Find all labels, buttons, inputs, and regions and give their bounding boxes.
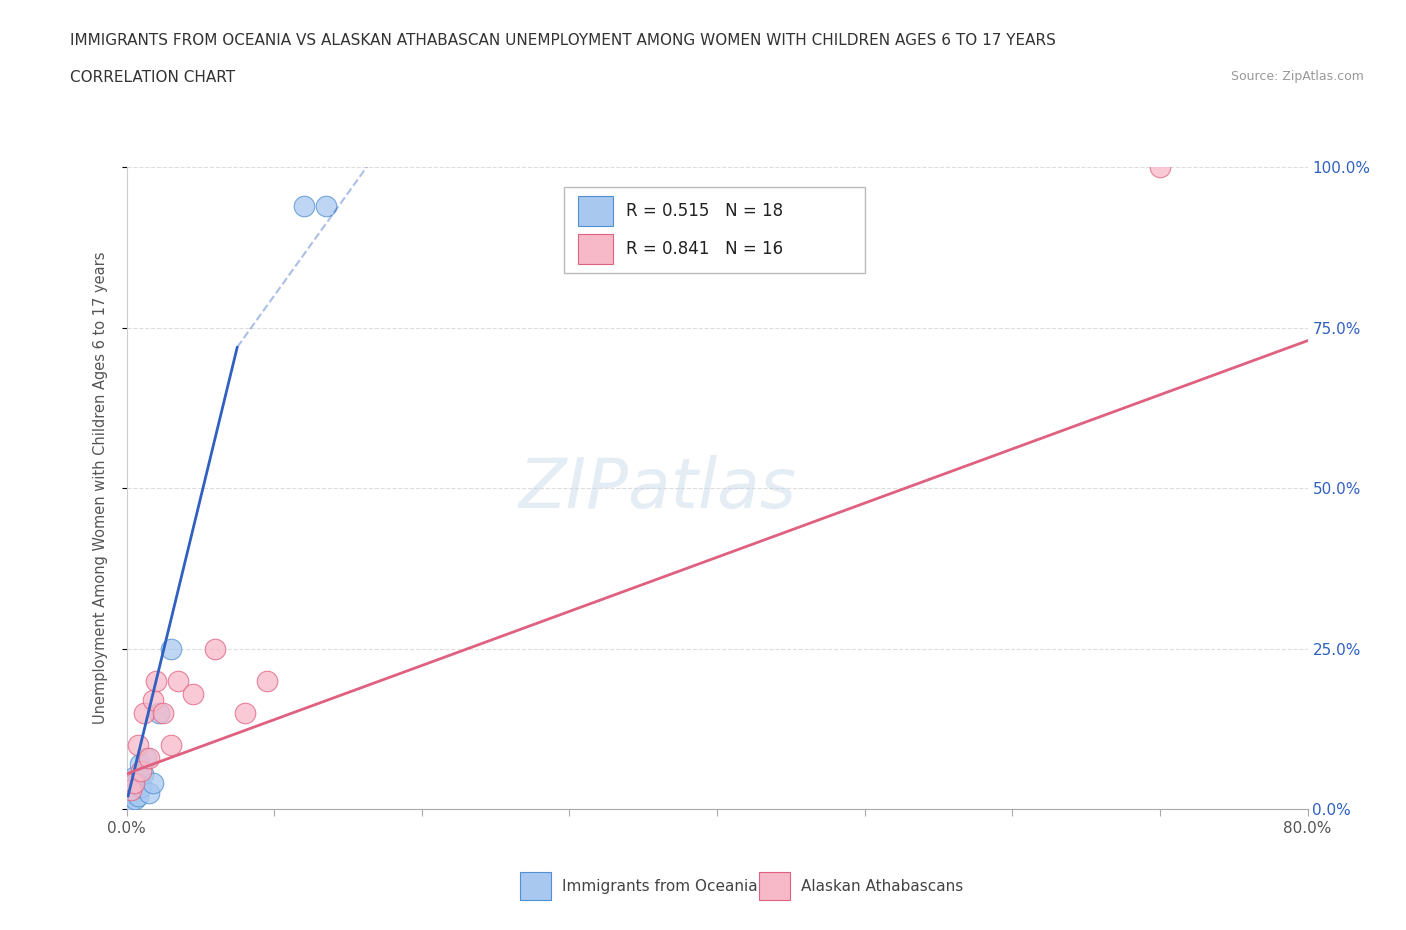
Point: [132, 766, 155, 781]
Point: [135, 751, 157, 765]
Y-axis label: Unemployment Among Women with Children Ages 6 to 17 years: Unemployment Among Women with Children A…: [93, 252, 108, 724]
Point: [138, 786, 160, 801]
Text: ZIPatlas: ZIPatlas: [519, 455, 797, 522]
Bar: [578, 195, 613, 226]
Text: R = 0.515   N = 18: R = 0.515 N = 18: [626, 202, 783, 219]
Point: [129, 764, 153, 778]
Point: [127, 737, 149, 752]
Point: [120, 782, 142, 797]
Point: [256, 673, 278, 688]
Point: [138, 751, 160, 765]
Text: Source: ZipAtlas.com: Source: ZipAtlas.com: [1230, 70, 1364, 83]
Point: [142, 693, 165, 708]
Point: [117, 789, 139, 804]
Point: [121, 786, 143, 801]
Point: [122, 776, 145, 790]
Text: CORRELATION CHART: CORRELATION CHART: [70, 70, 235, 85]
Point: [124, 792, 146, 807]
Point: [292, 198, 315, 213]
Point: [142, 776, 165, 790]
Point: [315, 198, 337, 213]
Point: [233, 705, 256, 720]
Text: IMMIGRANTS FROM OCEANIA VS ALASKAN ATHABASCAN UNEMPLOYMENT AMONG WOMEN WITH CHIL: IMMIGRANTS FROM OCEANIA VS ALASKAN ATHAB…: [70, 33, 1056, 47]
Point: [118, 795, 141, 810]
Text: R = 0.841   N = 16: R = 0.841 N = 16: [626, 240, 783, 258]
Point: [129, 779, 153, 794]
Point: [1149, 160, 1171, 175]
Point: [145, 673, 167, 688]
Point: [167, 673, 190, 688]
Text: Immigrants from Oceania: Immigrants from Oceania: [562, 879, 758, 894]
Point: [204, 642, 226, 657]
Point: [159, 642, 183, 657]
Point: [128, 757, 150, 772]
Point: [159, 737, 183, 752]
Point: [181, 686, 204, 701]
Point: [152, 705, 174, 720]
FancyBboxPatch shape: [564, 187, 865, 273]
Bar: [578, 233, 613, 264]
Point: [134, 705, 156, 720]
Point: [127, 789, 149, 804]
Point: [148, 705, 170, 720]
Point: [125, 776, 148, 790]
Point: [122, 770, 145, 785]
Point: [120, 782, 142, 797]
Text: Alaskan Athabascans: Alaskan Athabascans: [801, 879, 963, 894]
